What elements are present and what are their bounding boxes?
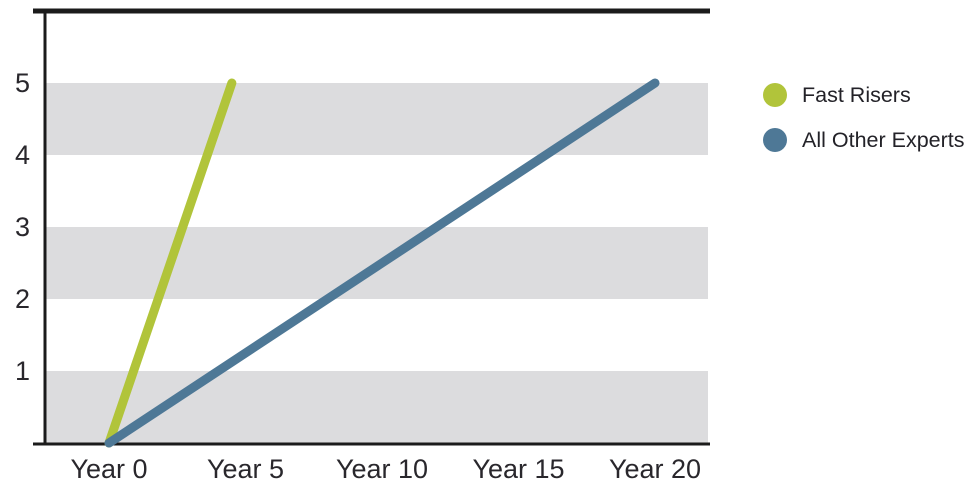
legend-item-all-other-experts: All Other Experts <box>763 128 965 152</box>
legend-dot-all-other-experts-icon <box>763 128 787 152</box>
y-tick-label: 2 <box>15 284 30 314</box>
series-line-all-other-experts <box>104 78 660 448</box>
legend-label-fast-risers: Fast Risers <box>802 83 911 107</box>
x-tick-label: Year 0 <box>70 454 147 484</box>
axes <box>33 8 710 446</box>
series-line-fast-risers <box>104 78 237 448</box>
y-tick-label: 3 <box>15 212 30 242</box>
legend-item-fast-risers: Fast Risers <box>763 83 965 107</box>
legend-dot-fast-risers-icon <box>763 83 787 107</box>
x-tick-label: Year 10 <box>336 454 428 484</box>
x-tick-label: Year 20 <box>609 454 701 484</box>
x-axis-tick-labels: Year 0 Year 5 Year 10 Year 15 Year 20 <box>70 454 701 484</box>
grid-band <box>46 83 708 155</box>
y-axis-tick-labels: 1 2 3 4 5 <box>15 68 30 386</box>
y-tick-label: 5 <box>15 68 30 98</box>
legend-label-all-other-experts: All Other Experts <box>802 128 965 152</box>
series-lines <box>104 78 660 448</box>
y-tick-label: 1 <box>15 356 30 386</box>
grid-band <box>46 371 708 443</box>
x-tick-label: Year 5 <box>207 454 284 484</box>
x-tick-label: Year 15 <box>472 454 564 484</box>
legend: Fast Risers All Other Experts <box>763 83 965 173</box>
y-tick-label: 4 <box>15 140 30 170</box>
